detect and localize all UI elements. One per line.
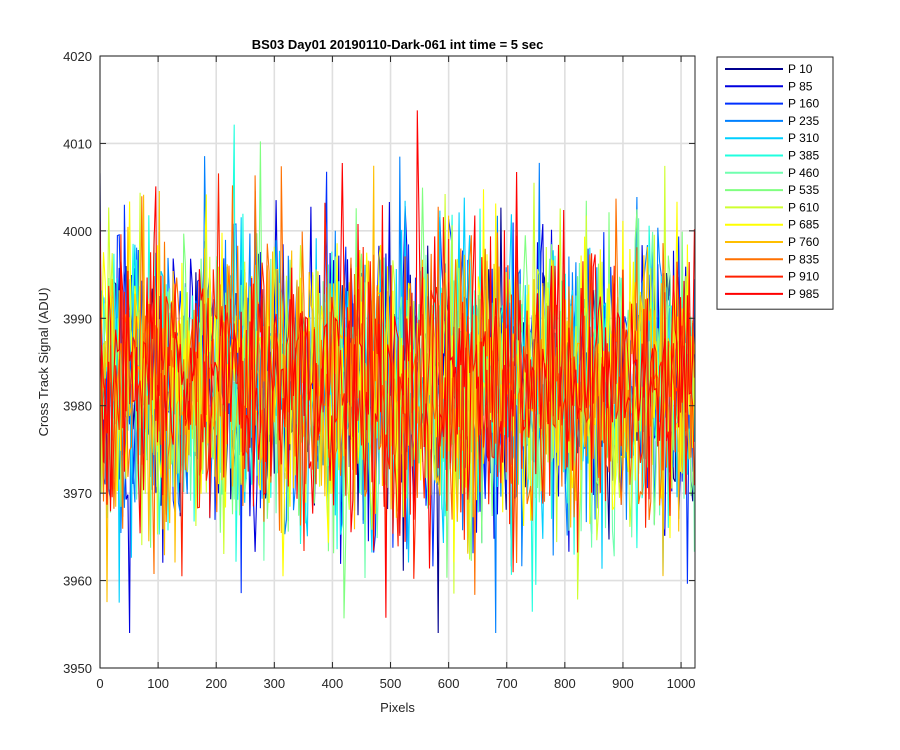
x-tick-label: 300 (263, 676, 285, 691)
series-line (100, 110, 695, 618)
x-tick-label: 800 (554, 676, 576, 691)
legend-label: P 685 (788, 218, 819, 232)
y-tick-label: 3990 (63, 311, 92, 326)
legend-label: P 910 (788, 270, 819, 284)
x-tick-label: 500 (380, 676, 402, 691)
x-tick-label: 200 (205, 676, 227, 691)
legend-label: P 385 (788, 149, 819, 163)
y-tick-label: 3960 (63, 574, 92, 589)
y-tick-label: 4010 (63, 136, 92, 151)
legend-label: P 535 (788, 183, 819, 197)
series-lines (100, 110, 695, 634)
y-tick-label: 3970 (63, 486, 92, 501)
y-tick-label: 4000 (63, 224, 92, 239)
x-tick-label: 900 (612, 676, 634, 691)
series-line (100, 173, 695, 579)
legend-label: P 985 (788, 287, 819, 301)
legend-label: P 160 (788, 97, 819, 111)
plot-frame (99, 55, 696, 669)
legend-label: P 235 (788, 114, 819, 128)
legend-label: P 460 (788, 166, 819, 180)
x-tick-label: 600 (438, 676, 460, 691)
x-tick-label: 400 (322, 676, 344, 691)
y-axis-label: Cross Track Signal (ADU) (36, 288, 51, 437)
legend-label: P 10 (788, 62, 813, 76)
legend: P 10 P 85 P 160 P 235 P 310 P 385 P 460 P 535 P … (716, 56, 834, 310)
x-axis-ticks: 0 100 200 300 400 500 600 700 800 900 1000 (96, 56, 696, 691)
x-tick-label: 700 (496, 676, 518, 691)
y-tick-label: 3950 (63, 661, 92, 676)
y-tick-label: 3980 (63, 399, 92, 414)
legend-box (716, 56, 834, 310)
series-line (100, 166, 695, 595)
x-axis-label: Pixels (380, 700, 415, 715)
legend-label: P 610 (788, 200, 819, 214)
y-axis-ticks: 3950 3960 3970 3980 3990 4000 4010 4020 (63, 49, 695, 676)
legend-label: P 85 (788, 79, 813, 93)
legend-label: P 310 (788, 131, 819, 145)
x-tick-label: 1000 (667, 676, 696, 691)
x-tick-label: 100 (147, 676, 169, 691)
y-tick-label: 4020 (63, 49, 92, 64)
chart-title: BS03 Day01 20190110-Dark-061 int time = … (252, 37, 544, 52)
x-tick-label: 0 (96, 676, 103, 691)
legend-label: P 835 (788, 252, 819, 266)
legend-label: P 760 (788, 235, 819, 249)
